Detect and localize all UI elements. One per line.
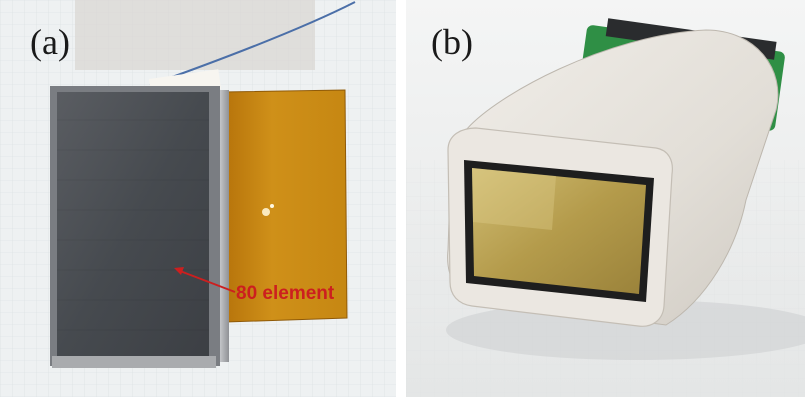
array-face bbox=[57, 92, 209, 360]
photo-panel-a: (a) 80 element bbox=[0, 0, 396, 397]
annotation-arrow bbox=[179, 270, 236, 293]
transducer-array-photo bbox=[0, 0, 396, 397]
photo-panel-b: (b) bbox=[406, 0, 805, 397]
panel-label-a: (a) bbox=[30, 22, 70, 62]
annotation-label: 80 element bbox=[236, 283, 335, 304]
panel-label-b: (b) bbox=[431, 22, 473, 62]
probe-housing-photo bbox=[406, 0, 805, 397]
